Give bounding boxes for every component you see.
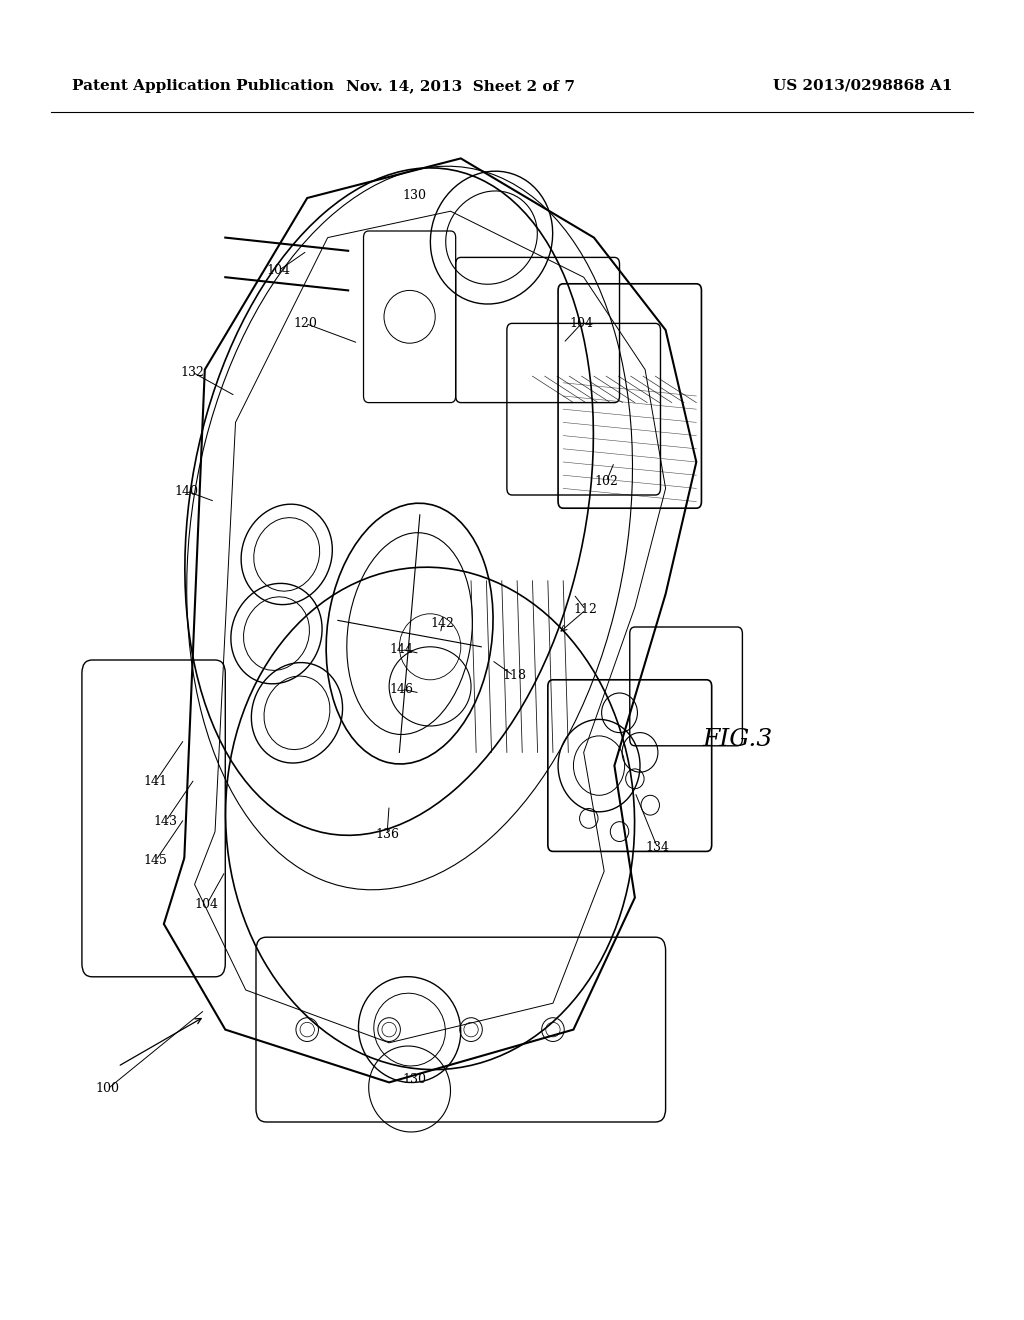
Text: Nov. 14, 2013  Sheet 2 of 7: Nov. 14, 2013 Sheet 2 of 7 — [346, 79, 575, 92]
Text: 112: 112 — [573, 603, 598, 616]
Text: 143: 143 — [154, 814, 178, 828]
Text: 132: 132 — [180, 366, 205, 379]
Text: 144: 144 — [389, 643, 414, 656]
Text: 146: 146 — [389, 682, 414, 696]
Text: 136: 136 — [375, 828, 399, 841]
Text: FIG.3: FIG.3 — [702, 727, 772, 751]
Text: 120: 120 — [293, 317, 317, 330]
Text: 104: 104 — [195, 898, 219, 911]
Text: US 2013/0298868 A1: US 2013/0298868 A1 — [773, 79, 952, 92]
Text: 130: 130 — [402, 1073, 427, 1086]
Text: 134: 134 — [645, 841, 670, 854]
Text: Patent Application Publication: Patent Application Publication — [72, 79, 334, 92]
Text: 104: 104 — [569, 317, 594, 330]
Text: 118: 118 — [502, 669, 526, 682]
Text: 130: 130 — [402, 189, 427, 202]
Text: 140: 140 — [174, 484, 199, 498]
Text: 104: 104 — [266, 264, 291, 277]
Text: 141: 141 — [143, 775, 168, 788]
Text: 145: 145 — [143, 854, 168, 867]
Text: 100: 100 — [95, 1082, 120, 1096]
Text: 102: 102 — [594, 475, 618, 488]
Text: 142: 142 — [430, 616, 455, 630]
